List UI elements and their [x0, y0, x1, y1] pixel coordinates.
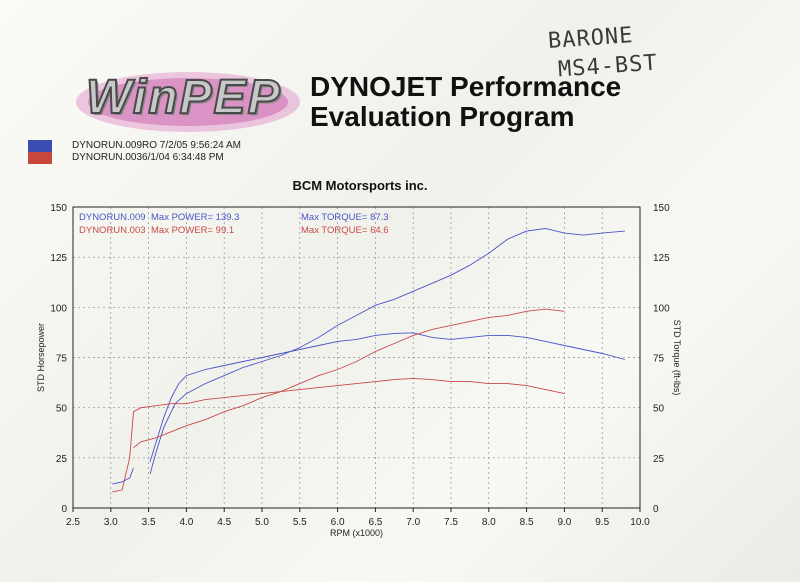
- company-name: BCM Motorsports inc.: [292, 178, 428, 193]
- y-tick-label-right: 50: [653, 404, 665, 415]
- y-tick-label-left: 0: [61, 504, 67, 515]
- winpep-logo: WinPEP: [85, 70, 282, 125]
- x-tick-label: 2.5: [66, 517, 80, 528]
- legend-max-torque: Max TORQUE= 64.6: [301, 225, 389, 236]
- legend: DYNORUN.009 Max POWER= 139.3 Max TORQUE= 8…: [79, 212, 389, 236]
- plot-frame: [72, 206, 641, 509]
- x-tick-label: 6.5: [368, 517, 382, 528]
- legend-max-torque: Max TORQUE= 87.3: [301, 212, 389, 223]
- grid: [73, 207, 640, 508]
- y-tick-label-left: 50: [56, 404, 68, 415]
- y-tick-label-right: 75: [653, 354, 665, 365]
- x-tick-label: 7.0: [406, 517, 420, 528]
- legend-max-power: Max POWER= 99.1: [151, 225, 234, 236]
- y-tick-label-right: 150: [653, 203, 670, 214]
- y-tick-label-left: 75: [56, 354, 68, 365]
- program-title: DYNOJET Performance Evaluation Program: [310, 72, 621, 132]
- y-tick-label-left: 25: [56, 454, 68, 465]
- tick-labels: 2.5 3.0 3.5 4.0 4.5 5.0 5.5 6.0 6.5 7.0 7.5 8.0 8.5 9…: [50, 203, 670, 528]
- x-tick-label: 7.5: [444, 517, 458, 528]
- x-tick-label: 8.5: [520, 517, 534, 528]
- run-color-swatch-blue: [28, 140, 52, 152]
- program-title-line2: Evaluation Program: [310, 101, 575, 132]
- series-line-1: [149, 332, 626, 462]
- y-tick-label-left: 125: [50, 253, 67, 264]
- x-tick-label: 4.0: [179, 517, 193, 528]
- x-axis-label: RPM (x1000): [330, 528, 383, 538]
- y-axis-label-right: STD Torque (ft-lbs): [672, 320, 682, 396]
- x-tick-label: 10.0: [630, 517, 650, 528]
- x-tick-label: 5.0: [255, 517, 269, 528]
- y-tick-label-left: 150: [50, 203, 67, 214]
- x-tick-label: 9.5: [595, 517, 609, 528]
- legend-run: DYNORUN.003: [79, 225, 146, 236]
- x-tick-label: 9.0: [557, 517, 571, 528]
- y-tick-label-right: 25: [653, 454, 665, 465]
- run-label-2: DYNORUN.0036/1/04 6:34:48 PM: [72, 152, 224, 163]
- series-line-0: [149, 228, 625, 475]
- series: [112, 228, 626, 493]
- run-label-1: DYNORUN.009RO 7/2/05 9:56:24 AM: [72, 140, 241, 151]
- series-line-3: [112, 377, 565, 493]
- y-tick-label-right: 100: [653, 303, 670, 314]
- x-tick-label: 8.0: [482, 517, 496, 528]
- x-tick-label: 3.5: [142, 517, 156, 528]
- x-tick-label: 5.5: [293, 517, 307, 528]
- y-tick-label-left: 100: [50, 303, 67, 314]
- y-tick-label-right: 125: [653, 253, 670, 264]
- series-line-4: [112, 467, 134, 485]
- legend-run: DYNORUN.009: [79, 212, 146, 223]
- winpep-logo-splash: [76, 72, 300, 132]
- legend-max-power: Max POWER= 139.3: [151, 212, 239, 223]
- x-tick-label: 4.5: [217, 517, 231, 528]
- run-color-swatch-red: [28, 152, 52, 164]
- x-tick-label: 6.0: [331, 517, 345, 528]
- program-title-line1: DYNOJET Performance: [310, 71, 622, 102]
- series-line-2: [133, 308, 565, 449]
- y-tick-label-right: 0: [653, 504, 659, 515]
- y-axis-label-left: STD Horsepower: [36, 323, 46, 392]
- x-tick-label: 3.0: [104, 517, 118, 528]
